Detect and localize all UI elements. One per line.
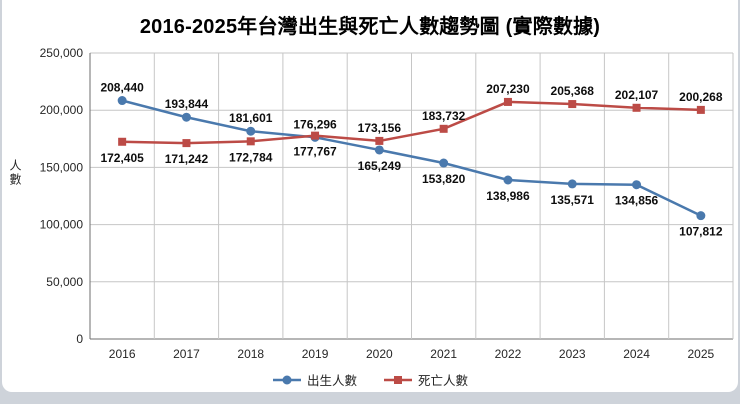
data-point-label: 134,856 [615,194,659,208]
series-line [122,100,701,145]
data-point-marker [181,112,191,122]
data-point-label: 202,107 [615,88,659,102]
data-point-marker [439,158,449,168]
data-point-label: 138,986 [486,189,530,203]
data-point-label: 135,571 [551,193,595,207]
data-point-marker [568,100,577,109]
chart-area: 人數 0 50,000 100,000 150,000 200,000 250,000 20… [2,41,738,368]
data-point-label: 183,732 [422,109,466,123]
deaths-series-marker-icon [384,375,412,384]
data-point-label: 208,440 [100,81,144,95]
data-point-marker [374,145,384,155]
x-tick-label: 2021 [430,347,457,361]
data-point-marker [696,105,705,114]
legend-label-births: 出生人數 [306,374,357,388]
x-tick-label: 2024 [623,347,650,361]
y-tick-label: 150,000 [40,160,84,174]
data-point-marker [503,97,512,106]
data-point-label: 171,242 [165,152,209,166]
y-axis-title: 人數 [8,159,22,187]
data-point-marker [632,180,642,190]
data-point-label: 207,230 [486,82,530,96]
chart-card: 2016-2025年台灣出生與死亡人數趨勢圖 (實際數據) 人數 0 50,000… [2,0,738,392]
series-line [121,99,702,217]
data-point-marker [182,139,191,148]
data-point-label: 153,820 [422,172,466,186]
x-tick-label: 2017 [173,347,200,361]
data-point-marker [311,131,320,140]
y-tick-label: 200,000 [40,103,84,117]
chart-legend: 出生人數 死亡人數 [2,370,738,389]
data-point-label: 172,405 [100,151,144,165]
x-tick-label: 2022 [495,347,522,361]
x-tick-label: 2020 [366,347,393,361]
data-point-marker [567,179,577,189]
births-series-marker-icon [272,375,301,384]
data-point-label: 172,784 [229,150,273,164]
data-point-marker [375,136,384,145]
data-point-label: 200,268 [679,90,723,104]
x-tick-label: 2019 [302,347,329,361]
legend-item-births: 出生人數 [272,370,357,389]
data-point-label: 107,812 [679,225,723,239]
y-tick-label: 100,000 [40,218,84,232]
data-point-marker [632,103,641,112]
line-chart: 0 50,000 100,000 150,000 200,000 250,000 2016 2… [40,46,734,361]
legend-label-deaths: 死亡人數 [418,374,469,388]
x-tick-label: 2023 [559,347,586,361]
data-point-label: 176,296 [293,117,337,131]
y-tick-label: 50,000 [46,275,83,289]
data-point-label: 181,601 [229,111,273,125]
data-point-marker [117,96,127,106]
data-point-marker [246,137,255,146]
data-point-label: 173,156 [358,121,402,135]
data-point-marker [118,137,127,146]
data-point-label: 205,368 [551,84,595,98]
y-tick-label: 250,000 [40,46,84,60]
data-point-marker [696,211,706,221]
data-point-marker [503,175,513,185]
data-point-label: 165,249 [358,159,402,173]
x-tick-label: 2016 [109,347,136,361]
data-point-label: 177,767 [293,145,337,159]
data-point-marker [246,126,256,136]
data-point-label: 193,844 [165,97,209,111]
data-point-marker [439,124,448,133]
x-tick-label: 2025 [687,347,714,361]
y-tick-label: 0 [76,332,83,346]
chart-title: 2016-2025年台灣出生與死亡人數趨勢圖 (實際數據) [139,16,601,38]
legend-item-deaths: 死亡人數 [383,370,468,389]
x-tick-label: 2018 [237,347,264,361]
